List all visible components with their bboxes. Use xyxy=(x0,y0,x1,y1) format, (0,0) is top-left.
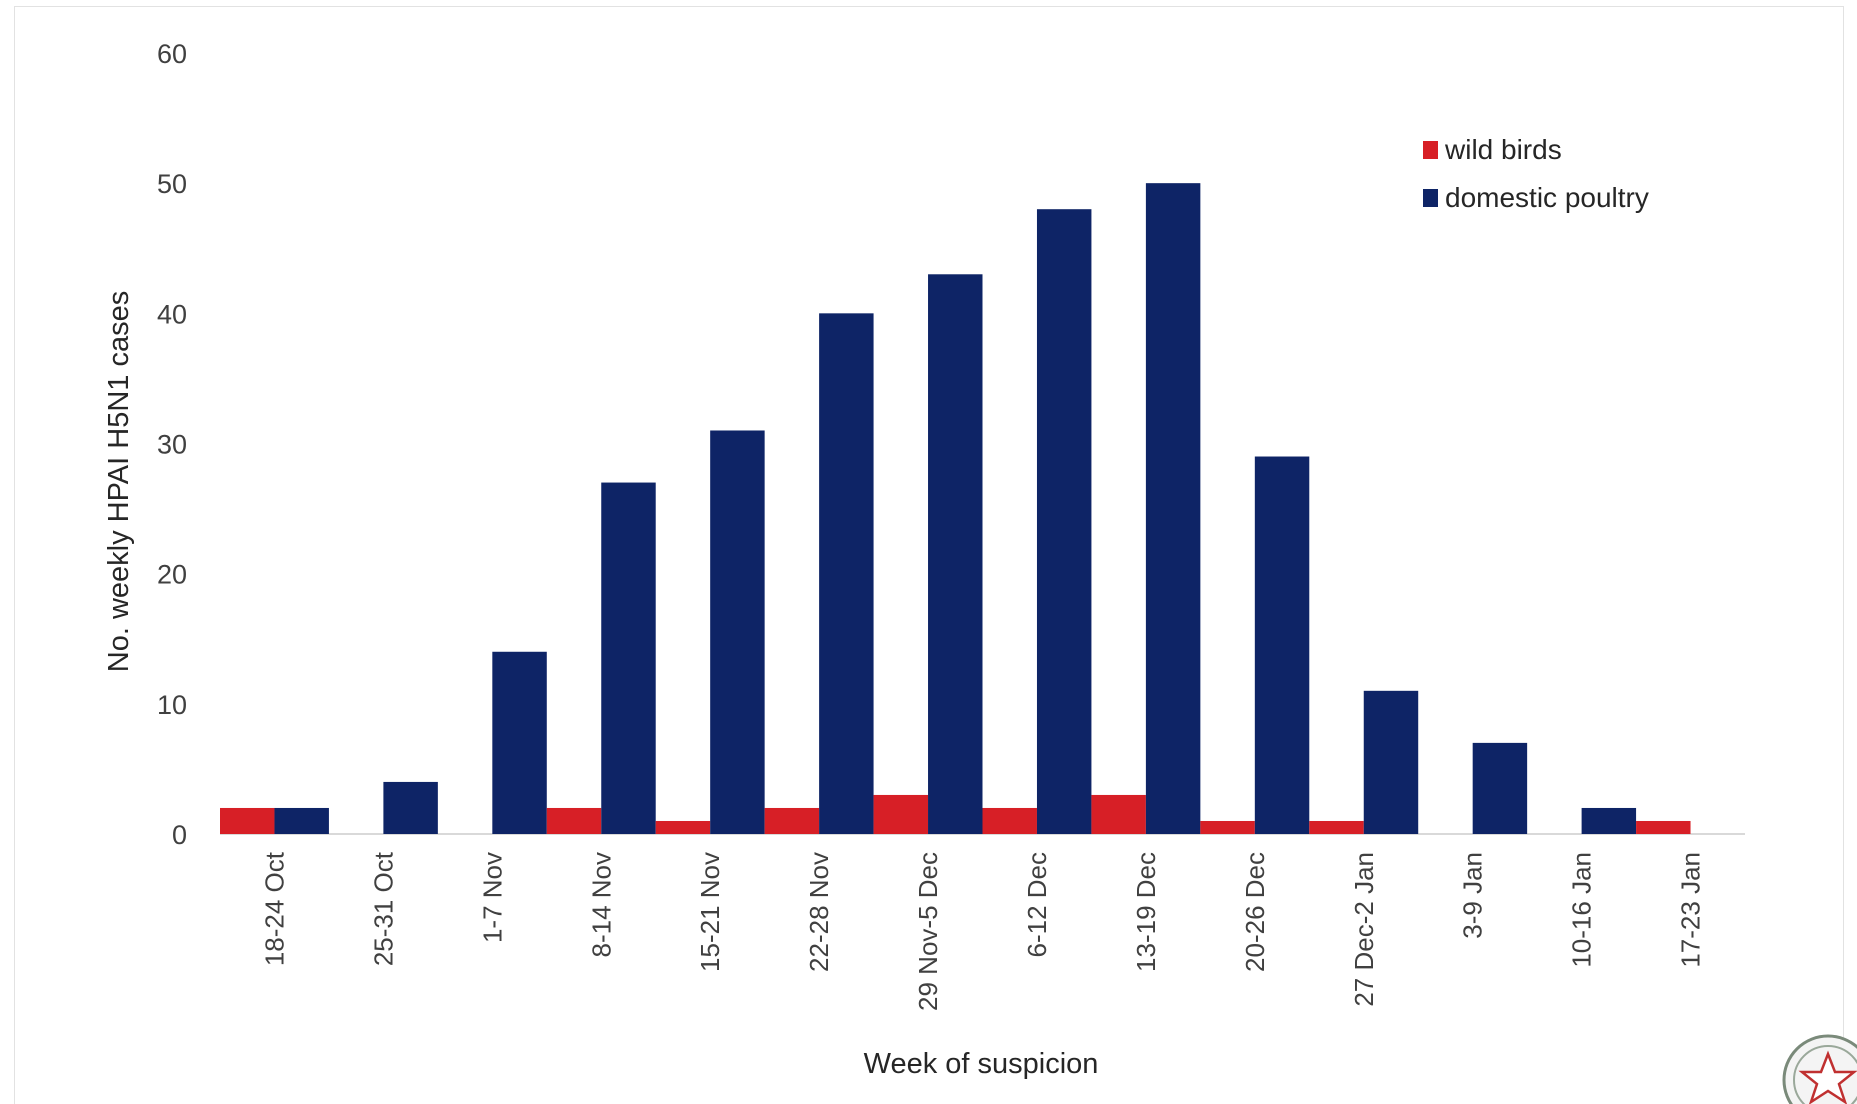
star-emblem-icon xyxy=(1782,1034,1857,1104)
bar-wild-birds xyxy=(1091,794,1146,834)
y-tick-label: 10 xyxy=(157,690,187,720)
bar-domestic-poultry xyxy=(1363,690,1419,834)
x-tick-label: 1-7 Nov xyxy=(477,852,507,943)
y-tick-label: 40 xyxy=(157,299,187,329)
bar-domestic-poultry xyxy=(1254,456,1310,834)
x-tick-label: 27 Dec-2 Jan xyxy=(1349,852,1379,1007)
bar-wild-birds xyxy=(220,807,275,834)
x-axis-title: Week of suspicion xyxy=(864,1048,1099,1080)
bar-domestic-poultry xyxy=(1145,183,1201,834)
x-tick-label: 25-31 Oct xyxy=(368,851,398,966)
bar-domestic-poultry xyxy=(1036,209,1092,834)
y-axis-ticks: 0 10 20 30 40 50 60 xyxy=(157,39,187,850)
bar-domestic-poultry xyxy=(710,430,765,834)
legend: wild birds domestic poultry xyxy=(1423,134,1649,213)
x-tick-label: 15-21 Nov xyxy=(695,852,725,972)
y-tick-label: 0 xyxy=(172,820,187,850)
bar-wild-birds xyxy=(1636,820,1691,834)
x-tick-label: 29 Nov-5 Dec xyxy=(913,852,943,1011)
x-axis-ticks: 18-24 Oct 25-31 Oct 1-7 Nov 8-14 Nov 15-21 N… xyxy=(259,851,1705,1011)
x-tick-label: 10-16 Jan xyxy=(1567,852,1597,968)
x-tick-label: 17-23 Jan xyxy=(1676,852,1706,968)
y-tick-label: 50 xyxy=(157,169,187,199)
x-tick-label: 13-19 Dec xyxy=(1131,852,1161,972)
y-axis-title: No. weekly HPAI H5N1 cases xyxy=(103,291,135,672)
x-tick-label: 6-12 Dec xyxy=(1022,852,1052,958)
bars xyxy=(220,183,1691,834)
bar-domestic-poultry xyxy=(1472,742,1528,834)
bar-domestic-poultry xyxy=(383,781,438,834)
bar-domestic-poultry xyxy=(601,482,656,834)
bar-domestic-poultry xyxy=(1581,807,1637,834)
bar-wild-birds xyxy=(655,820,711,834)
legend-swatch xyxy=(1423,189,1438,207)
x-tick-label: 20-26 Dec xyxy=(1240,852,1270,972)
bar-wild-birds xyxy=(982,807,1037,834)
bar-domestic-poultry xyxy=(928,274,983,834)
y-tick-label: 20 xyxy=(157,560,187,590)
bar-wild-birds xyxy=(873,794,929,834)
bar-wild-birds xyxy=(546,807,602,834)
legend-swatch xyxy=(1423,141,1438,159)
x-tick-label: 22-28 Nov xyxy=(804,852,834,972)
bar-wild-birds xyxy=(1309,820,1364,834)
y-tick-label: 60 xyxy=(157,39,187,69)
bar-wild-birds xyxy=(1200,820,1255,834)
bar-domestic-poultry xyxy=(274,807,329,834)
legend-label: domestic poultry xyxy=(1445,182,1649,213)
y-tick-label: 30 xyxy=(157,430,187,460)
bar-wild-birds xyxy=(764,807,820,834)
bar-domestic-poultry xyxy=(819,313,874,834)
bar-domestic-poultry xyxy=(492,651,547,834)
x-tick-label: 18-24 Oct xyxy=(259,851,289,966)
legend-label: wild birds xyxy=(1444,134,1562,165)
x-tick-label: 3-9 Jan xyxy=(1458,852,1488,939)
x-tick-label: 8-14 Nov xyxy=(586,852,616,958)
